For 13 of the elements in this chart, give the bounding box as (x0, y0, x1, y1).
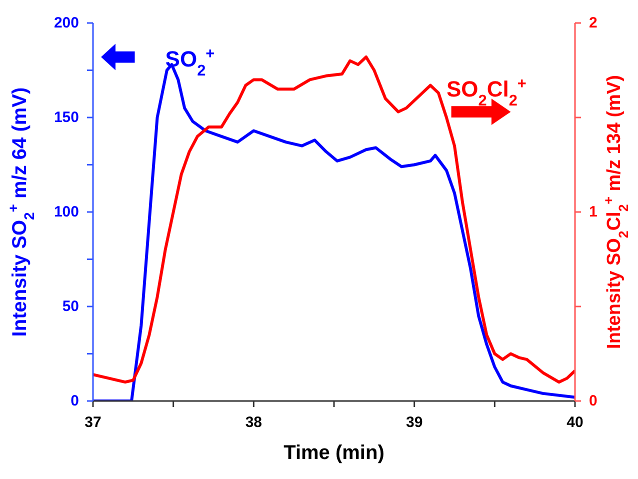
y2-tick-label: 2 (589, 14, 598, 32)
y-tick-label: 150 (54, 109, 79, 126)
y-tick-label: 0 (70, 392, 79, 410)
y-tick-label: 200 (54, 14, 79, 32)
x-axis-title: Time (min) (284, 442, 384, 464)
y-tick-label: 100 (54, 204, 79, 220)
y2-tick-label: 1 (589, 204, 598, 220)
y-tick-label: 50 (62, 298, 79, 315)
y2-tick-label: 0 (589, 392, 598, 410)
x-tick-label: 40 (566, 414, 584, 431)
x-tick-label: 38 (245, 414, 262, 431)
x-tick-label: 39 (406, 414, 423, 431)
x-tick-label: 37 (84, 414, 102, 431)
